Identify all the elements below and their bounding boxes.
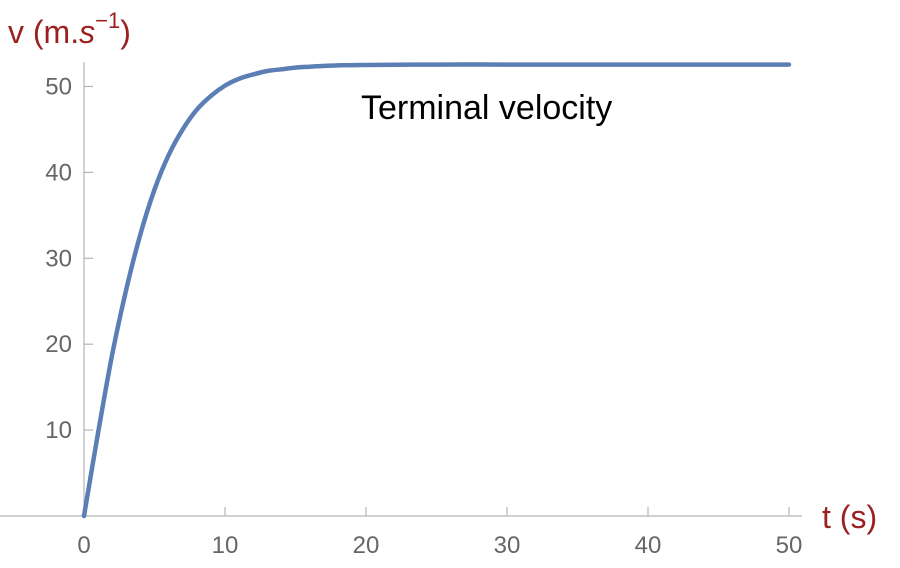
x-tick-label: 10 [212, 532, 239, 559]
y-tick-label: 30 [45, 245, 72, 272]
x-ticks: 0 10 20 30 40 50 [77, 507, 802, 559]
x-tick-label: 0 [77, 532, 90, 559]
y-ticks: 10 20 30 40 50 [45, 73, 93, 444]
x-tick-label: 50 [776, 532, 803, 559]
y-tick-label: 50 [45, 73, 72, 100]
y-axis-title-close: ) [120, 14, 131, 50]
y-tick-label: 40 [45, 159, 72, 186]
velocity-series-line [81, 62, 792, 519]
y-tick-label: 20 [45, 331, 72, 358]
y-tick-label: 10 [45, 417, 72, 444]
y-axis-title: v (m.s−1) [8, 8, 131, 50]
series-layer [81, 62, 792, 519]
y-axis-title-unit: s [79, 14, 95, 50]
x-tick-label: 40 [635, 532, 662, 559]
x-axis-title: t (s) [822, 499, 877, 535]
axes [0, 62, 802, 517]
x-tick-label: 20 [353, 532, 380, 559]
y-axis-title-base: v (m. [8, 14, 79, 50]
x-tick-label: 30 [494, 532, 521, 559]
terminal-velocity-annotation: Terminal velocity [361, 89, 612, 127]
y-axis-title-exponent: −1 [95, 8, 120, 33]
